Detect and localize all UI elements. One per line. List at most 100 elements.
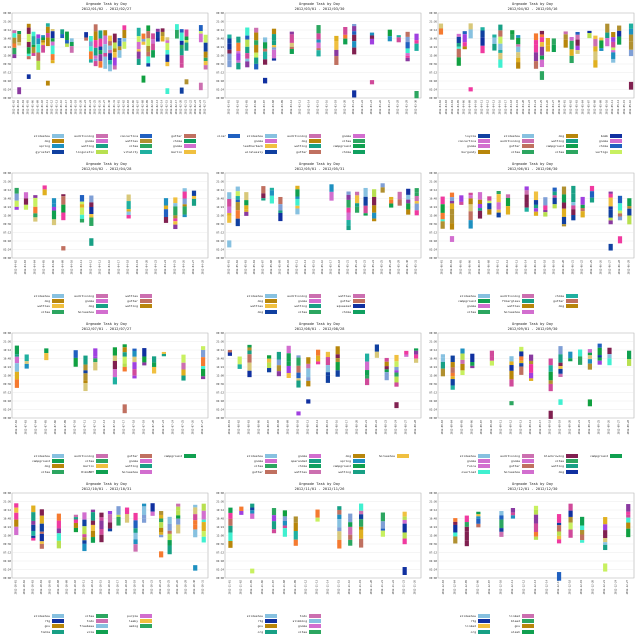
task-bar-segment	[468, 211, 473, 221]
x-tick-label: 2012-06-04	[450, 259, 453, 274]
task-bar-segment	[315, 509, 320, 518]
task-bar-segment	[117, 50, 122, 58]
task-bar-segment	[617, 203, 623, 211]
legend-swatch	[265, 134, 277, 138]
task-bar-segment	[262, 59, 268, 65]
task-bar-segment	[146, 45, 151, 52]
x-tick-label: 2012-04-25	[173, 259, 176, 274]
task-bar-segment	[603, 530, 608, 539]
task-bar-segment	[79, 218, 85, 223]
legend-item: org	[237, 629, 277, 634]
task-bar-segment	[14, 503, 19, 508]
legend-label: chime	[341, 309, 351, 314]
y-tick-label: 19:12	[216, 28, 224, 32]
legend-swatch	[52, 464, 64, 469]
task-bar-segment	[406, 203, 411, 210]
x-tick-label: 2012-08-08	[277, 419, 280, 434]
task-bar-segment	[122, 347, 127, 353]
x-tick-label: 2012-08-21	[365, 419, 368, 434]
task-bar-segment	[112, 355, 117, 361]
legend-label: fiberglass	[501, 299, 520, 304]
legend-item: auditioning	[494, 139, 534, 144]
legend-swatch	[566, 294, 578, 298]
task-bar-segment	[556, 522, 562, 526]
task-bar-segment	[88, 36, 93, 42]
task-bar-segment	[254, 57, 259, 64]
task-bar-segment	[519, 360, 524, 364]
task-bar-segment	[296, 365, 301, 373]
task-bar-segment	[348, 526, 353, 535]
task-bar-segment	[184, 42, 189, 51]
task-bar-segment	[31, 44, 36, 47]
task-bar-segment	[499, 528, 504, 532]
task-bar-segment	[146, 63, 151, 67]
x-tick-label: 2012-04-04	[451, 99, 454, 114]
task-bar-segment	[611, 52, 616, 59]
task-bar-segment	[608, 197, 613, 207]
chart-legend: slideshow campground gnome vitae auditioning…	[440, 294, 636, 318]
task-bar-segment	[93, 58, 98, 62]
legend-item: gnome	[450, 459, 490, 464]
task-bar-segment	[150, 511, 155, 516]
x-tick-label: 2012-03-12	[290, 99, 293, 114]
task-bar-segment	[363, 213, 368, 216]
legend-label: campground	[457, 299, 476, 304]
task-bar-segment	[262, 37, 268, 43]
task-bar-segment	[88, 46, 93, 52]
task-bar-segment	[201, 366, 206, 370]
task-bar-segment	[142, 348, 147, 357]
task-bar-segment	[334, 49, 339, 57]
task-bar-segment	[235, 191, 240, 197]
y-tick-label: 21:36	[3, 340, 11, 344]
task-bar-segment	[201, 346, 206, 350]
task-bar-segment	[201, 536, 206, 543]
legend-label: dog	[558, 469, 564, 474]
legend-label: campground	[332, 144, 351, 149]
task-bar-segment	[227, 213, 232, 216]
legend-label: campground	[31, 459, 50, 464]
task-bar-segment	[141, 506, 147, 516]
x-tick-label: 2012-05-23	[364, 259, 367, 274]
legend-label: auditioning	[74, 294, 94, 298]
task-bar-segment	[146, 51, 151, 57]
task-bar-segment	[245, 53, 250, 59]
task-bar-segment	[337, 506, 342, 510]
task-bar-segment	[510, 34, 515, 40]
x-tick-label: 2012-04-10	[475, 99, 478, 114]
task-bar-segment	[235, 199, 240, 203]
x-tick-label: 2012-02-09	[146, 99, 149, 114]
chart-panel: Orgmode Task by Day 2012/06/01 - 2012/06/…	[426, 160, 639, 320]
legend-item: slimming	[281, 619, 321, 624]
task-bar-segment	[593, 46, 598, 52]
legend-label: wetting	[125, 464, 138, 469]
x-tick-label: 2012-05-11	[295, 259, 298, 274]
x-tick-label: 2012-04-10	[71, 259, 74, 274]
legend-label: slimming	[292, 619, 307, 624]
task-bar-segment	[316, 361, 321, 365]
x-tick-label: 2012-04-19	[516, 99, 519, 114]
legend-item: vitae	[237, 464, 277, 469]
task-bar-segment	[122, 38, 127, 42]
task-bar-segment	[41, 40, 45, 43]
legend-swatch	[397, 454, 409, 458]
x-tick-label: 2012-06-07	[478, 259, 481, 274]
task-bar-segment	[519, 363, 524, 367]
task-bar-segment	[453, 518, 458, 522]
task-bar-segment	[464, 515, 469, 523]
legend-label: chime	[554, 294, 564, 298]
x-tick-label: 2012-04-23	[528, 99, 531, 114]
task-bar-segment	[496, 194, 501, 203]
task-bar-segment	[543, 197, 548, 206]
y-tick-label: 00:00	[429, 576, 437, 580]
x-tick-label: 2012-03-26	[379, 99, 382, 114]
task-bar-segment	[496, 202, 501, 210]
legend-label: dog	[257, 309, 263, 314]
x-tick-label: 2012-03-22	[361, 99, 364, 114]
x-tick-label: 2012-10-09	[65, 579, 68, 594]
task-bar-segment	[316, 355, 321, 362]
task-bar-segment	[261, 198, 266, 201]
task-bar-segment	[181, 362, 186, 370]
task-bar-segment	[289, 34, 294, 43]
y-tick-label: 02:24	[429, 568, 437, 572]
legend-swatch	[478, 309, 490, 314]
